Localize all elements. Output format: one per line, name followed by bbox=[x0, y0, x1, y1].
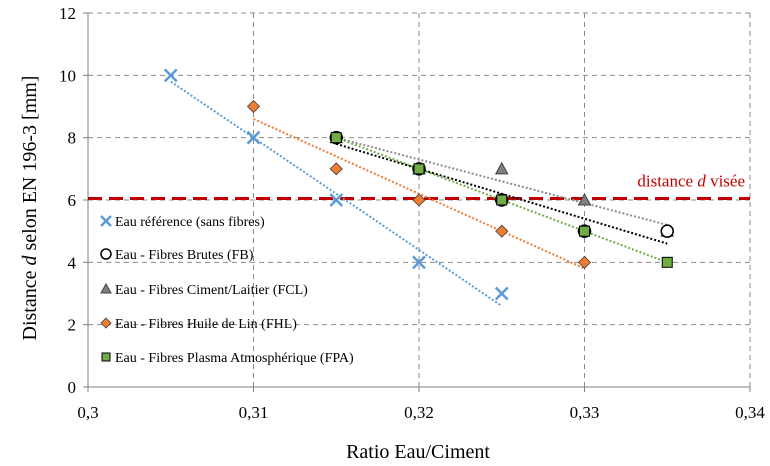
target-line-label: distance d visée bbox=[637, 171, 745, 190]
x-marker-stroke bbox=[412, 255, 426, 270]
x-marker-stroke bbox=[163, 68, 178, 83]
legend-label: Eau - Fibres Ciment/Laitier (FCL) bbox=[115, 283, 308, 298]
y-tick-label: 6 bbox=[68, 191, 77, 210]
x-marker-stroke bbox=[246, 130, 261, 145]
y-tick-label: 4 bbox=[68, 253, 77, 272]
x-marker-stroke bbox=[100, 215, 112, 227]
legend-item: Eau - Fibres Brutes (FB) bbox=[100, 248, 254, 263]
diamond-marker bbox=[412, 193, 426, 207]
x-marker-stroke bbox=[329, 193, 344, 207]
x-tick-label: 0,32 bbox=[404, 403, 434, 422]
legend-label: Eau référence (sans fibres) bbox=[115, 215, 265, 230]
y-tick-label: 2 bbox=[68, 316, 77, 335]
legend: Eau référence (sans fibres) Eau - Fibres … bbox=[100, 215, 354, 366]
x-marker bbox=[412, 255, 426, 270]
legend-item: Eau référence (sans fibres) bbox=[100, 215, 265, 230]
x-marker bbox=[163, 68, 178, 83]
y-tick-label: 8 bbox=[68, 129, 77, 148]
square-marker bbox=[661, 256, 673, 268]
circle-marker bbox=[100, 248, 112, 260]
data-points bbox=[163, 68, 675, 301]
diamond-marker bbox=[577, 255, 592, 269]
square-marker bbox=[496, 194, 508, 206]
diamond-marker bbox=[329, 162, 343, 176]
triangle-marker bbox=[100, 282, 112, 294]
x-tick-label: 0,33 bbox=[570, 403, 600, 422]
x-tick-label: 0,34 bbox=[735, 403, 765, 422]
diamond-marker bbox=[495, 224, 509, 238]
tick-labels: 0 2 4 6 8 10 12 0,3 0,31 0,32 0,33 0,34 bbox=[59, 4, 765, 422]
x-tick-label: 0,31 bbox=[239, 403, 269, 422]
circle-marker bbox=[660, 224, 674, 238]
legend-item: Eau - Fibres Plasma Atmosphérique (FPA) bbox=[101, 351, 354, 366]
x-marker bbox=[494, 286, 509, 301]
triangle-marker bbox=[577, 192, 592, 206]
y-tick-label: 0 bbox=[68, 378, 77, 397]
x-marker bbox=[100, 215, 112, 227]
y-tick-label: 10 bbox=[59, 66, 76, 85]
diamond-marker bbox=[100, 317, 112, 329]
square-marker bbox=[330, 132, 342, 144]
square-marker bbox=[101, 352, 111, 362]
legend-label: Eau - Fibres Huile de Lin (FHL) bbox=[115, 317, 297, 332]
square-marker bbox=[413, 163, 425, 175]
legend-item: Eau - Fibres Huile de Lin (FHL) bbox=[100, 317, 297, 332]
y-axis-title: Distance d selon EN 196-3 [mm] bbox=[19, 76, 41, 341]
square-marker bbox=[579, 225, 590, 237]
legend-item: Eau - Fibres Ciment/Laitier (FCL) bbox=[100, 282, 308, 298]
x-tick-label: 0,3 bbox=[77, 403, 98, 422]
x-axis-title: Ratio Eau/Ciment bbox=[346, 441, 490, 463]
x-marker bbox=[329, 193, 344, 207]
triangle-marker bbox=[494, 161, 509, 175]
target-line-group: distance d visée bbox=[88, 171, 750, 200]
trendline bbox=[335, 136, 668, 226]
legend-label: Eau - Fibres Plasma Atmosphérique (FPA) bbox=[115, 351, 354, 366]
diamond-marker bbox=[246, 99, 261, 114]
trendline bbox=[170, 80, 503, 307]
grid bbox=[88, 12, 751, 387]
legend-label: Eau - Fibres Brutes (FB) bbox=[115, 248, 254, 263]
axes bbox=[83, 12, 751, 392]
y-tick-label: 12 bbox=[59, 4, 76, 23]
x-marker bbox=[246, 130, 261, 145]
x-marker-stroke bbox=[494, 286, 509, 301]
